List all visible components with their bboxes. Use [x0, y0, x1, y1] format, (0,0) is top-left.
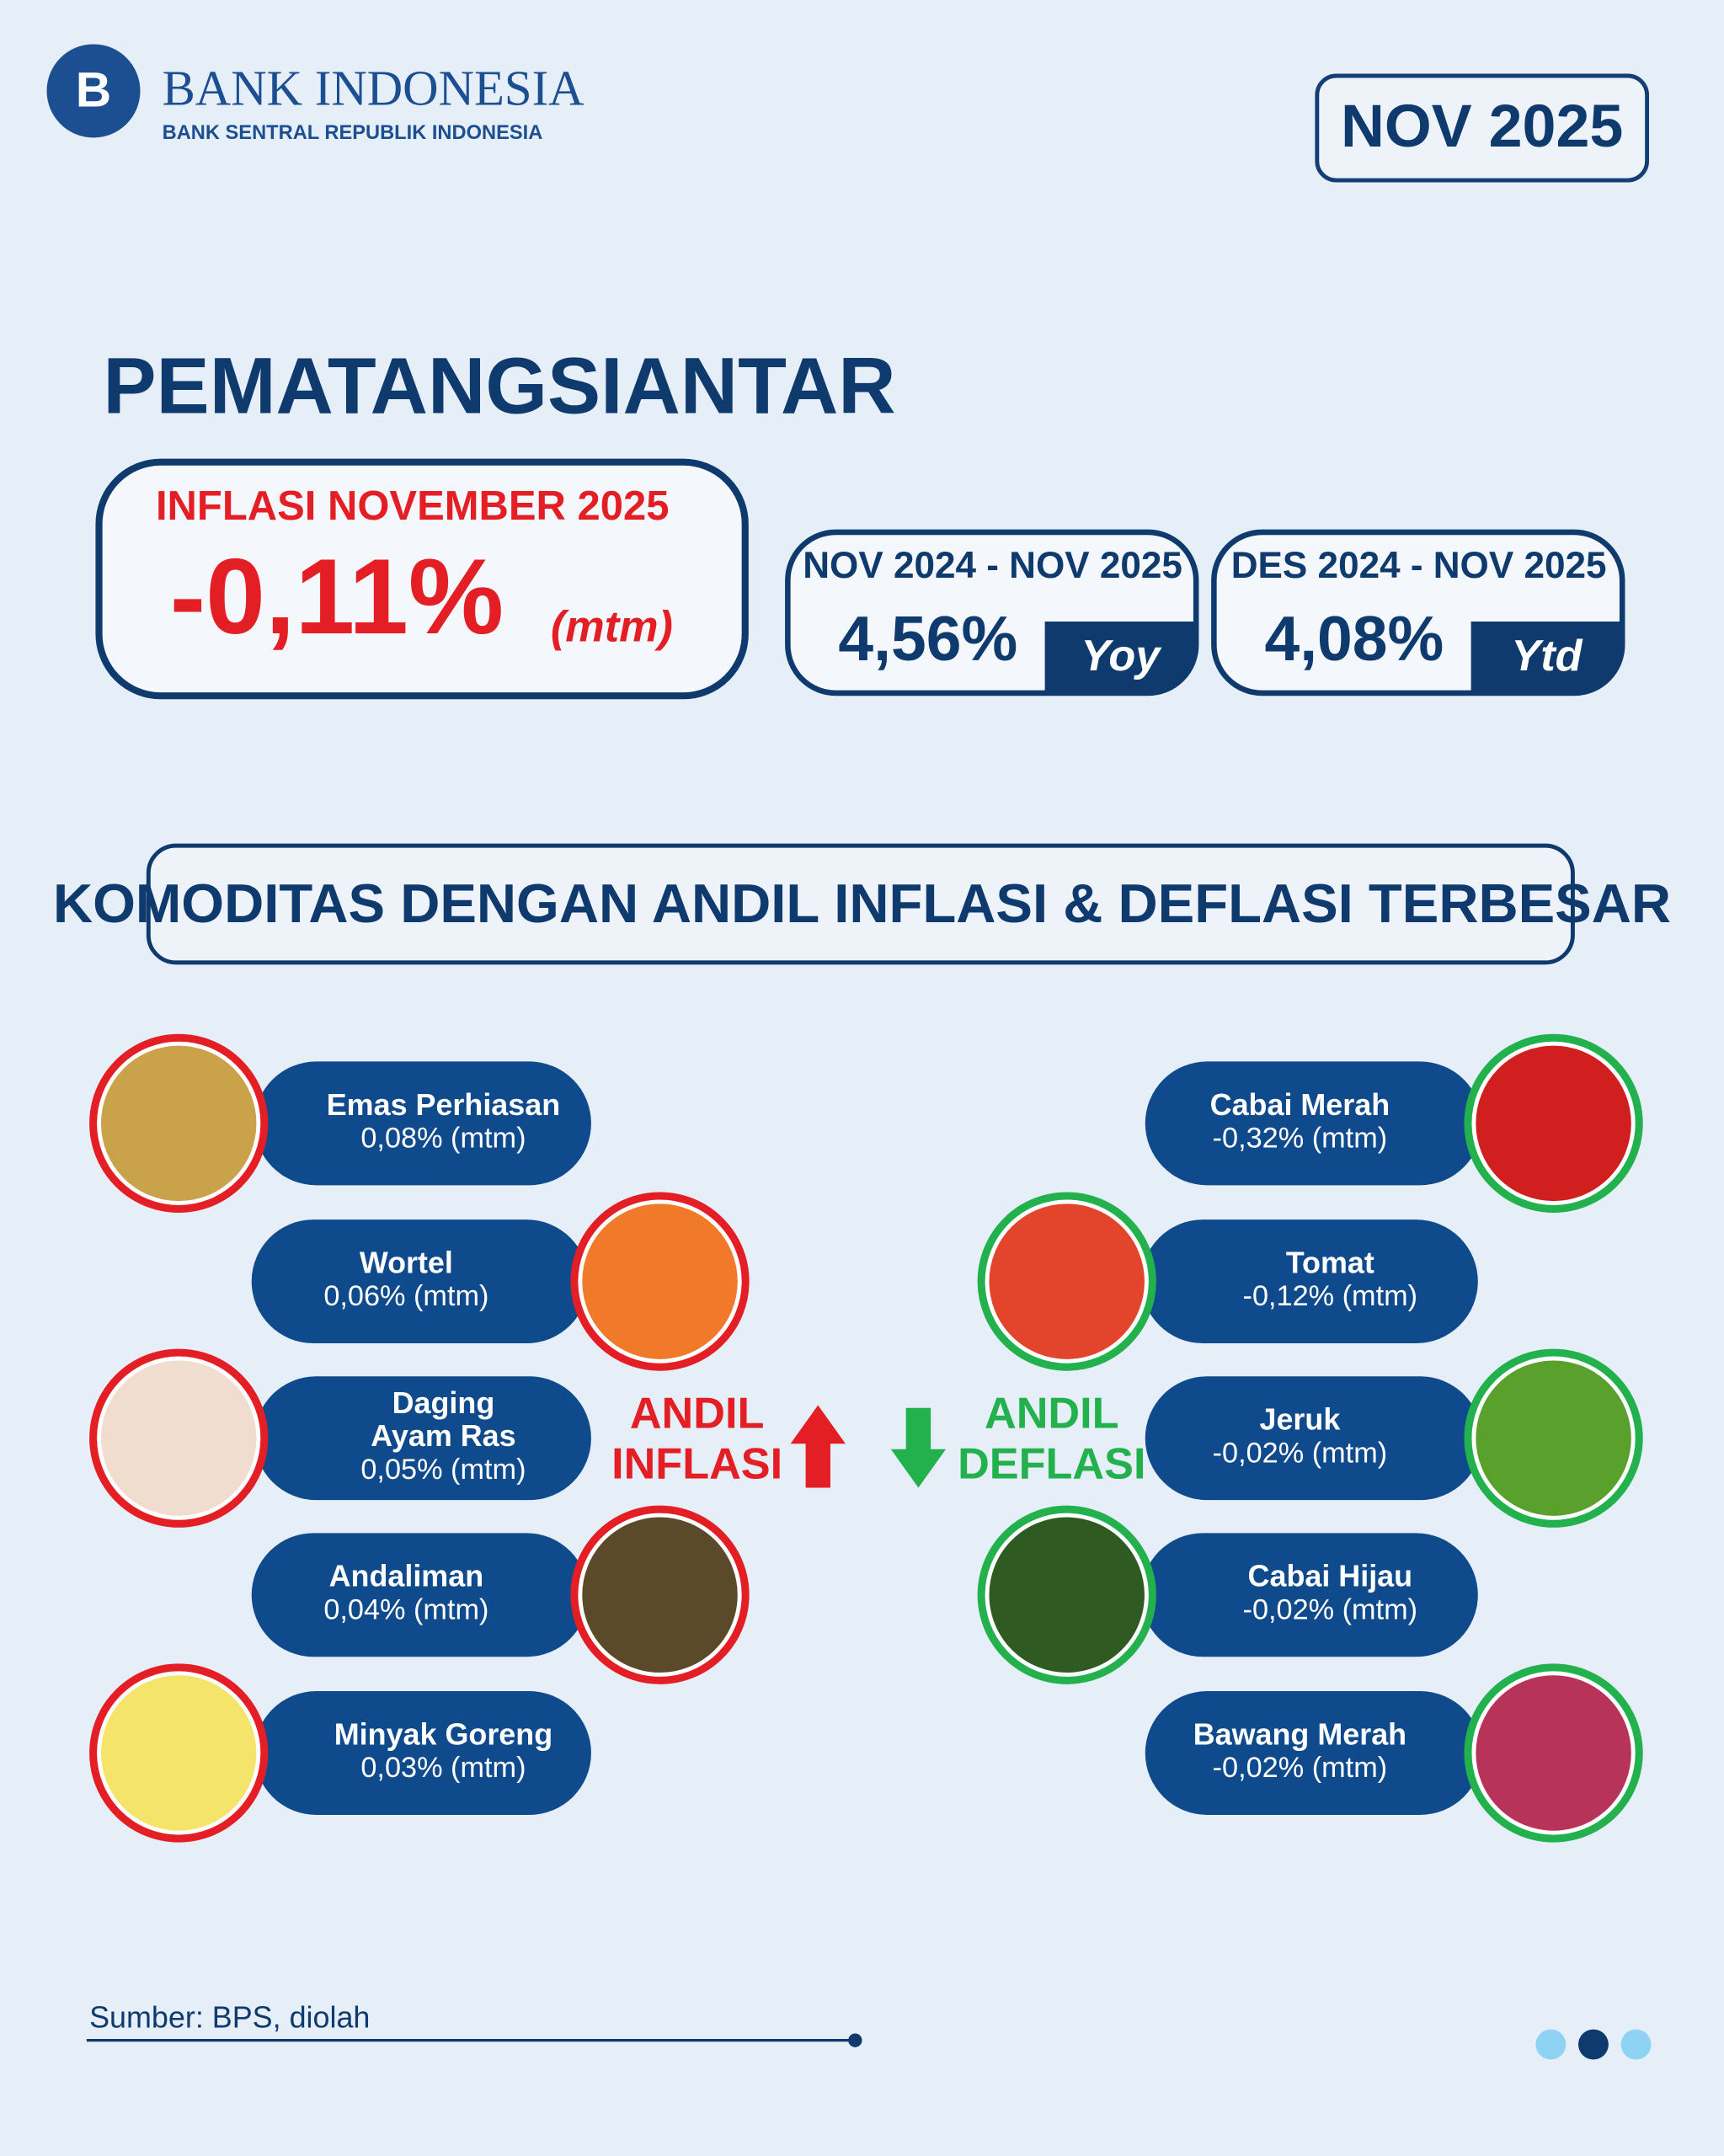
deflation-label: DEFLASI	[958, 1440, 1145, 1489]
period-box	[1315, 73, 1650, 183]
item-name: Wortel	[360, 1245, 453, 1279]
annual-value: 4,56%	[838, 603, 1017, 674]
item-photo	[1464, 1033, 1643, 1213]
item-photo	[1464, 1348, 1643, 1528]
mtm-box	[95, 458, 749, 700]
item-name: Minyak Goreng	[334, 1716, 552, 1751]
item-value: -0,02% (mtm)	[1243, 1593, 1418, 1625]
item-value: -0,02% (mtm)	[1213, 1437, 1388, 1469]
annual-tag: Ytd	[1511, 632, 1583, 680]
item-value: 0,04% (mtm)	[323, 1593, 488, 1625]
item-value: 0,06% (mtm)	[323, 1280, 488, 1312]
item-photo	[89, 1348, 269, 1528]
item-photo	[89, 1033, 269, 1213]
arrow-up	[790, 1405, 846, 1488]
item-pill	[254, 1691, 591, 1815]
item-pill	[1140, 1219, 1478, 1344]
mtm-unit: (mtm)	[551, 603, 673, 652]
city: PEMATANGSIANTAR	[103, 341, 895, 430]
section-box	[146, 843, 1575, 965]
page-dot	[1535, 2029, 1567, 2060]
annual-tag: Yoy	[1081, 632, 1162, 680]
logo	[46, 44, 141, 138]
item-value: -0,32% (mtm)	[1213, 1123, 1388, 1155]
deflation-label: ANDIL	[985, 1389, 1119, 1438]
annual-label: DES 2024 - NOV 2025	[1231, 545, 1607, 586]
source: Sumber: BPS, diolah	[89, 2000, 370, 2035]
mtm-value: -0,11%	[170, 536, 504, 656]
item-name: Ayam Ras	[371, 1418, 515, 1453]
item-name: Bawang Merah	[1193, 1716, 1406, 1751]
annual-tag-bg	[1470, 622, 1623, 693]
item-pill	[254, 1376, 591, 1501]
page-dot	[1577, 2029, 1609, 2060]
item-pill	[1145, 1061, 1482, 1186]
annual-boxes: NOV 2024 - NOV 2025 4,56% Yoy DES 2024 - NO…	[785, 529, 1625, 696]
item-value: 0,03% (mtm)	[360, 1752, 526, 1784]
item-photo	[977, 1192, 1156, 1371]
item-photo	[89, 1663, 269, 1843]
item-name: Andaliman	[329, 1559, 484, 1593]
item-pill	[251, 1219, 589, 1344]
item-value: 0,05% (mtm)	[360, 1454, 526, 1486]
item-photo-ring	[985, 1199, 1149, 1364]
item-name: Jeruk	[1259, 1402, 1340, 1437]
logo-mark: B	[76, 63, 111, 118]
item-photo-ring	[97, 1671, 261, 1835]
section-title: KOMODITAS DENGAN ANDIL INFLASI & DEFLASI…	[53, 873, 1671, 934]
annual-value: 4,08%	[1264, 603, 1444, 674]
item-photo-ring	[97, 1356, 261, 1520]
item-pill	[254, 1061, 591, 1186]
item-photo	[977, 1505, 1156, 1684]
logo-title: BANK INDONESIA	[163, 61, 584, 116]
item-name: Daging	[392, 1385, 495, 1420]
item-pill	[1140, 1533, 1478, 1657]
item-pill	[1145, 1691, 1482, 1815]
item-photo-ring	[1471, 1356, 1636, 1520]
item-photo	[570, 1505, 750, 1684]
inflation-label: INFLASI	[611, 1440, 782, 1489]
page-dot	[1620, 2029, 1652, 2060]
item-photo-ring	[578, 1513, 742, 1677]
item-photo-ring	[1471, 1671, 1636, 1835]
annual-tag-bg	[1044, 622, 1197, 693]
period: NOV 2025	[1341, 93, 1623, 160]
item-photo	[1464, 1663, 1643, 1843]
item-value: -0,02% (mtm)	[1213, 1752, 1388, 1784]
item-photo-ring	[97, 1041, 261, 1205]
item-value: 0,08% (mtm)	[360, 1123, 526, 1155]
item-photo	[570, 1192, 750, 1371]
item-value: -0,12% (mtm)	[1243, 1280, 1418, 1312]
item-pill	[251, 1533, 589, 1657]
item-name: Cabai Hijau	[1248, 1559, 1413, 1593]
item-photo-ring	[985, 1513, 1149, 1677]
item-photo-ring	[1471, 1041, 1636, 1205]
source-dot	[848, 2033, 862, 2047]
arrow-down	[890, 1407, 947, 1488]
mtm-label: INFLASI NOVEMBER 2025	[156, 483, 670, 529]
inflation-label: ANDIL	[630, 1389, 765, 1438]
logo-subtitle: BANK SENTRAL REPUBLIK INDONESIA	[163, 122, 543, 144]
item-photo-ring	[578, 1199, 742, 1364]
item-name: Cabai Merah	[1210, 1087, 1390, 1122]
annual-label: NOV 2024 - NOV 2025	[803, 545, 1182, 586]
item-name: Tomat	[1286, 1245, 1374, 1279]
item-pill	[1145, 1376, 1482, 1501]
item-name: Emas Perhiasan	[327, 1087, 560, 1122]
